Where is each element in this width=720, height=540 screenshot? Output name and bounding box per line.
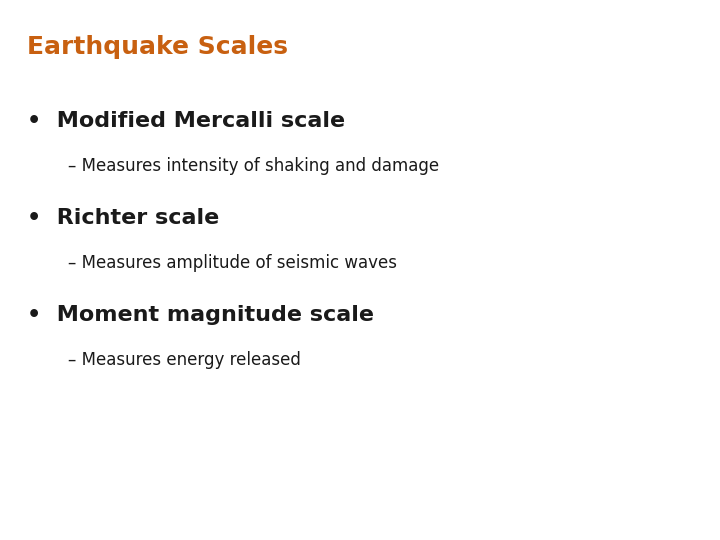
Text: •  Modified Mercalli scale: • Modified Mercalli scale [27,111,346,131]
Text: •  Richter scale: • Richter scale [27,208,220,228]
Text: – Measures intensity of shaking and damage: – Measures intensity of shaking and dama… [68,157,439,174]
Text: Earthquake Scales: Earthquake Scales [27,35,288,59]
Text: – Measures amplitude of seismic waves: – Measures amplitude of seismic waves [68,254,397,272]
Text: – Measures energy released: – Measures energy released [68,351,301,369]
Text: •  Moment magnitude scale: • Moment magnitude scale [27,305,374,325]
